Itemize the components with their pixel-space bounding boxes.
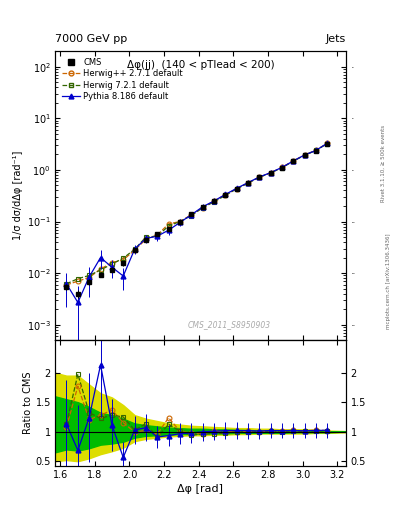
- X-axis label: Δφ [rad]: Δφ [rad]: [177, 484, 224, 494]
- Text: mcplots.cern.ch [arXiv:1306.3436]: mcplots.cern.ch [arXiv:1306.3436]: [386, 234, 391, 329]
- Y-axis label: Ratio to CMS: Ratio to CMS: [23, 372, 33, 434]
- Text: Jets: Jets: [325, 33, 346, 44]
- Text: Rivet 3.1.10, ≥ 500k events: Rivet 3.1.10, ≥ 500k events: [381, 125, 386, 202]
- Y-axis label: 1/σ dσ/dΔφ [rad⁻¹]: 1/σ dσ/dΔφ [rad⁻¹]: [13, 151, 23, 241]
- Legend: CMS, Herwig++ 2.7.1 default, Herwig 7.2.1 default, Pythia 8.186 default: CMS, Herwig++ 2.7.1 default, Herwig 7.2.…: [59, 55, 185, 104]
- Text: CMS_2011_S8950903: CMS_2011_S8950903: [188, 319, 271, 329]
- Text: Δφ(jj)  (140 < pTlead < 200): Δφ(jj) (140 < pTlead < 200): [127, 60, 274, 70]
- Text: 7000 GeV pp: 7000 GeV pp: [55, 33, 127, 44]
